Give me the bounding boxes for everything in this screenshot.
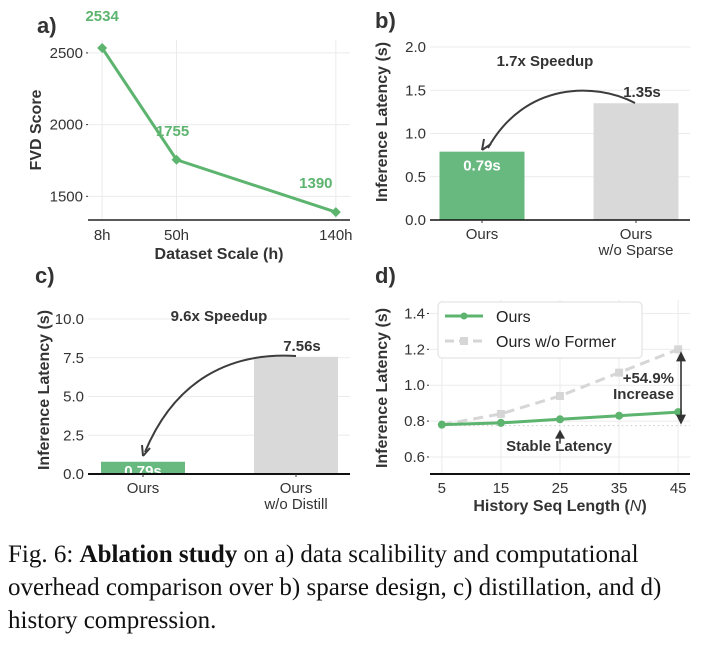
- panel-c-speedup-arrow: [144, 354, 297, 453]
- panel-a-data-label: 2534: [85, 8, 119, 25]
- panel-d-stable-arrow-head-icon: [555, 429, 565, 439]
- panel-a-x-axis-label: Dataset Scale (h): [155, 246, 284, 263]
- panel-d-increase-double-arrow: [676, 351, 686, 425]
- panel-d-y-tick-label: 1.2: [404, 341, 425, 358]
- panel-a-data-point-diamond: [330, 207, 341, 218]
- panel-d-legend: Ours Ours w/o Former: [437, 301, 643, 359]
- caption-bold-title: Ablation study: [79, 541, 238, 568]
- panel-d-y-axis-label: Inference Latency (s): [374, 308, 391, 468]
- panel-d-x-axis-label: History Seq Length (N): [473, 498, 646, 515]
- panel-b-y-axis-label: Inference Latency (s): [374, 42, 391, 202]
- panel-a-data-label: 1390: [299, 175, 332, 192]
- panel-c-arrowhead-icon: [141, 444, 151, 457]
- panel-d-x-tick-label: 15: [493, 480, 510, 497]
- panel-c-speedup-annotation: 9.6x Speedup: [171, 308, 268, 325]
- panel-d-x-axis-label-suffix: ): [641, 498, 646, 515]
- panel-d-ours-circle-marker: [556, 415, 564, 424]
- panel-d-ours-wo-former-square-marker: [556, 391, 564, 400]
- panel-d-increase-label: Increase: [613, 386, 674, 403]
- pc-y-tick-label: 2.5: [63, 427, 84, 444]
- panel-a-x-tick-label: 50h: [164, 227, 189, 244]
- panel-d-ours-circle-marker: [496, 418, 505, 427]
- panel-d-x-tick-label: 35: [611, 480, 628, 497]
- pb-bar-value-label-baseline: 1.35s: [623, 84, 661, 101]
- pc-y-tick-label: 0.0: [63, 466, 84, 483]
- pb-bar-baseline: [593, 103, 679, 220]
- panel-d-ours-wo-former-square-marker: [674, 345, 683, 354]
- panel-d-stable-latency-pointer-icon: [555, 429, 565, 444]
- pb-bar-ours: [439, 151, 525, 220]
- pb-bar-value-label-ours: 0.79s: [463, 158, 501, 175]
- pc-bar-value-label-baseline: 7.56s: [283, 338, 321, 355]
- panel-c-y-axis-label: Inference Latency (s): [36, 310, 53, 470]
- pc-bar-value-label-ours: 0.79s: [124, 463, 162, 480]
- pc-y-tick-label: 10.0: [55, 311, 84, 328]
- pc-x-tick-label: Ours: [280, 480, 313, 497]
- panel-d-y-tick-label: 0.6: [404, 449, 425, 466]
- panel-b-speedup-annotation: 1.7x Speedup: [497, 53, 594, 70]
- panel-a-y-axis-label: FVD Score: [28, 89, 45, 170]
- panel-a-label: a): [37, 13, 57, 38]
- legend-ours-circle-marker-icon: [460, 312, 468, 320]
- panel-d-arrow-up-head-icon: [676, 351, 686, 362]
- panel-d-y-tick-label: 1.0: [404, 377, 425, 394]
- panel-d-y-tick-label: 1.4: [404, 305, 425, 322]
- panel-d-ours-circle-marker: [615, 411, 624, 420]
- panel-b-speedup-arrow: [487, 89, 636, 149]
- panel-d-stable-latency-label: Stable Latency: [506, 438, 613, 455]
- panel-d-ours-wo-former-square-marker: [496, 409, 505, 418]
- pb-y-tick-label: 1.0: [405, 126, 426, 143]
- pb-x-tick-label: Ours: [466, 226, 499, 243]
- panel-d-arrow-down-head-icon: [676, 414, 686, 425]
- pb-y-tick-label: 1.5: [405, 82, 426, 99]
- panel-a-y-tick-label: 2500: [50, 45, 83, 62]
- panel-a-x-tick-label: 8h: [94, 227, 111, 244]
- panel-b-label: b): [375, 8, 396, 33]
- pb-x-tick-label: w/o Sparse: [597, 242, 673, 259]
- caption-body: on a) data scalibility and computational…: [8, 541, 662, 634]
- panel-d-ours-circle-marker: [674, 408, 683, 417]
- panel-a-y-tick-label: 2000: [50, 117, 83, 134]
- panel-d-y-tick-label: 0.8: [404, 413, 425, 430]
- pc-y-tick-label: 7.5: [63, 350, 84, 367]
- pb-y-tick-label: 0.5: [405, 169, 426, 186]
- pb-y-tick-label: 0.0: [405, 212, 426, 229]
- panel-d-label: d): [375, 263, 396, 288]
- caption-prefix: Fig. 6:: [8, 541, 80, 568]
- panel-d-increase-percent: +54.9%: [623, 370, 674, 387]
- panel-d-x-axis-label-variable: N: [630, 498, 642, 515]
- pc-x-tick-label: w/o Distill: [263, 496, 327, 513]
- legend-ours-label: Ours: [496, 309, 531, 326]
- pb-x-tick-label: Ours: [620, 226, 653, 243]
- panel-d-ours-circle-marker: [437, 420, 446, 429]
- panel-a-x-tick-label: 140h: [319, 227, 352, 244]
- panel-d-x-tick-label: 25: [552, 480, 569, 497]
- pc-bar-ours: [101, 461, 185, 474]
- legend-ours-wo-former-label: Ours w/o Former: [496, 334, 617, 351]
- panel-d-history-line-chart: d) 0.6 0.8 1.0 1.2 1.4 5 15 25 35 45 Ours Ours w…: [374, 263, 690, 515]
- panel-a-data-label: 1755: [156, 123, 189, 140]
- panel-d-x-axis-label-prefix: History Seq Length (: [473, 498, 630, 515]
- pc-y-tick-label: 5.0: [63, 389, 84, 406]
- panel-a-data-point-diamond: [171, 154, 182, 165]
- figure-canvas: a) 1500 2000 2500 8h 50h 140h 2534 1755 1390 D…: [28, 8, 690, 515]
- pb-y-tick-label: 2.0: [405, 39, 426, 56]
- panel-a-data-point-diamond: [97, 43, 108, 54]
- figure-caption: Fig. 6: Ablation study on a) data scalib…: [8, 538, 708, 637]
- panel-d-x-tick-label: 45: [670, 480, 687, 497]
- panel-b-arrowhead-icon: [481, 138, 492, 151]
- legend-ours-wo-former-square-marker-icon: [460, 337, 468, 345]
- panel-a-y-tick-label: 1500: [50, 188, 83, 205]
- pc-x-tick-label: Ours: [127, 480, 160, 497]
- panel-a-fvd-line-chart: a) 1500 2000 2500 8h 50h 140h 2534 1755 1390 D…: [28, 8, 353, 263]
- panel-d-ours-wo-former-square-marker: [615, 368, 624, 377]
- pc-bar-baseline: [254, 356, 338, 474]
- panel-d-x-tick-label: 5: [438, 480, 446, 497]
- panel-c-label: c): [35, 263, 55, 288]
- panel-d-legend-frame: [437, 301, 643, 359]
